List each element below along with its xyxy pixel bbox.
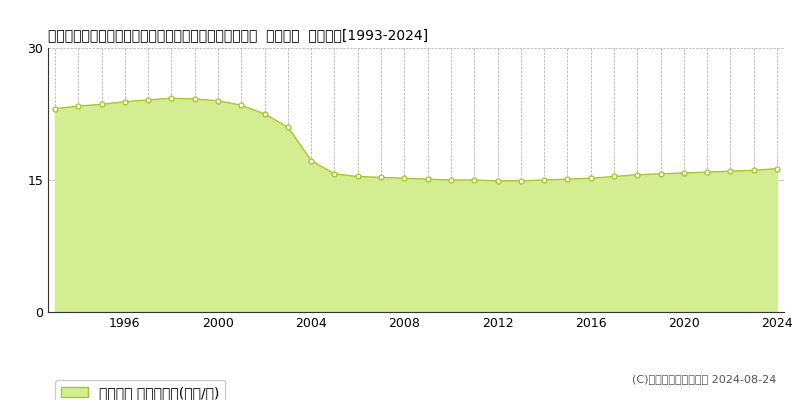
Text: (C)土地価格ドットコム 2024-08-24: (C)土地価格ドットコム 2024-08-24 (632, 374, 776, 384)
Legend: 地価公示 平均坪単価(万円/坪): 地価公示 平均坪単価(万円/坪) (55, 380, 226, 400)
Text: 長野県塩尻市大字広丘高出字下桔梗ケ原２２１３番２２  地価公示  地価推移[1993-2024]: 長野県塩尻市大字広丘高出字下桔梗ケ原２２１３番２２ 地価公示 地価推移[1993… (48, 29, 428, 43)
